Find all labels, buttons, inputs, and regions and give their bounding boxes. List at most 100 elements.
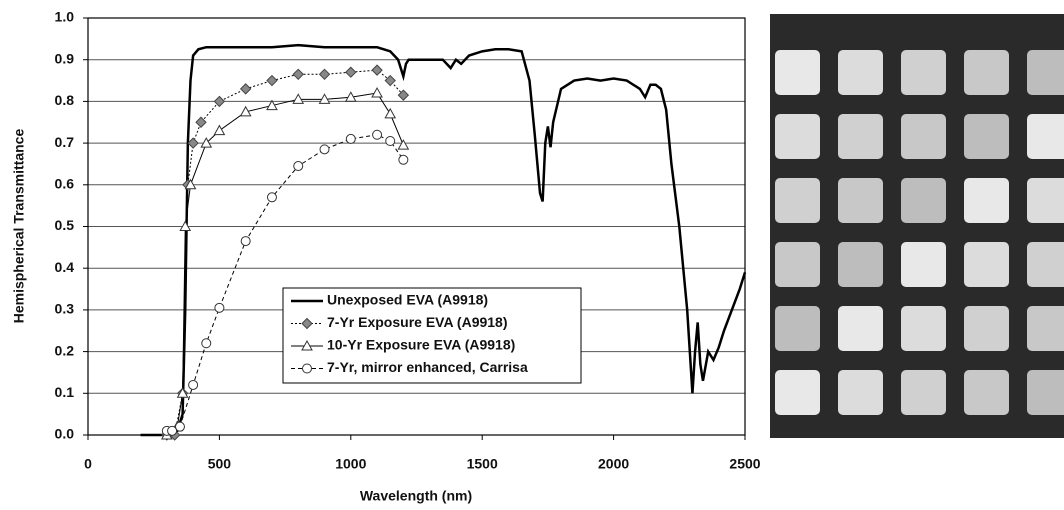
series: [161, 129, 409, 436]
photo-cell: [964, 50, 1009, 95]
y-axis-title: Hemispherical Transmittance: [11, 129, 27, 324]
photo-cells: [775, 50, 1064, 415]
photo-cell: [1027, 242, 1064, 287]
x-axis-title: Wavelength (nm): [360, 488, 472, 504]
y-tick-label: 1.0: [55, 9, 75, 25]
photo-cell: [964, 242, 1009, 287]
photo-cell: [775, 178, 820, 223]
marker: [345, 133, 356, 144]
marker: [292, 68, 304, 81]
marker: [398, 154, 409, 165]
legend-label: 7-Yr Exposure EVA (A9918): [327, 314, 508, 330]
legend-marker: [302, 363, 312, 374]
marker: [213, 95, 226, 108]
photo-cell: [1027, 50, 1064, 95]
photo-cell: [838, 114, 883, 159]
marker: [372, 129, 383, 140]
marker: [266, 99, 278, 111]
marker: [371, 64, 383, 76]
x-tick-label: 2000: [598, 456, 629, 472]
marker: [293, 161, 304, 172]
y-tick-label: 0.4: [55, 259, 75, 275]
photo-cell: [964, 370, 1009, 415]
y-tick-label: 0.2: [55, 342, 75, 358]
x-tick-label: 0: [84, 456, 92, 472]
photo-cell: [964, 306, 1009, 351]
marker: [200, 137, 213, 148]
photo-cell: [1027, 114, 1064, 159]
series: [160, 87, 410, 440]
legend-label: Unexposed EVA (A9918): [327, 292, 488, 308]
marker: [266, 74, 278, 87]
photo-cell: [964, 178, 1009, 223]
y-tick-label: 0.7: [55, 134, 75, 150]
photo-cell: [901, 306, 946, 351]
marker: [385, 136, 396, 147]
series: [140, 43, 747, 437]
y-tick-label: 0.9: [55, 50, 75, 66]
photo-cell: [775, 242, 820, 287]
marker: [187, 137, 199, 149]
legend-marker: [301, 339, 313, 351]
marker: [318, 93, 331, 104]
x-tick-label: 2500: [729, 456, 760, 472]
marker: [201, 338, 212, 349]
photo-cell: [838, 242, 883, 287]
photo-cell: [775, 370, 820, 415]
photo-cell: [775, 50, 820, 95]
series-line: [166, 134, 404, 432]
photo-cell: [901, 114, 946, 159]
photo-cell: [1027, 370, 1064, 415]
photo-cell: [775, 114, 820, 159]
marker: [292, 93, 305, 104]
y-tick-label: 0.0: [55, 426, 75, 442]
marker: [174, 421, 185, 432]
photo-cell: [901, 50, 946, 95]
marker: [345, 66, 357, 78]
marker: [188, 379, 199, 390]
marker: [319, 144, 330, 155]
legend: Unexposed EVA (A9918) 7-Yr Exposure EVA (…: [282, 287, 582, 384]
photo-cell: [1027, 178, 1064, 223]
photo-cell: [901, 178, 946, 223]
x-tick-label: 1000: [335, 456, 366, 472]
series: [161, 64, 410, 441]
y-tick-label: 0.8: [55, 92, 75, 108]
legend-marker: [301, 317, 313, 330]
marker: [344, 91, 357, 102]
marker: [397, 139, 410, 150]
photo-cell: [838, 178, 883, 223]
marker: [384, 74, 396, 87]
x-tick-label: 500: [208, 456, 232, 472]
y-tick-label: 0.6: [55, 176, 75, 192]
marker: [371, 87, 383, 98]
y-tick-label: 0.3: [55, 301, 75, 317]
marker: [397, 89, 410, 101]
marker: [239, 83, 252, 95]
photo-cell: [1027, 306, 1064, 351]
y-tick-label: 0.5: [55, 217, 75, 233]
legend-box: [282, 287, 582, 384]
photo-cell: [838, 50, 883, 95]
marker: [214, 302, 225, 313]
marker: [179, 220, 192, 231]
marker: [266, 192, 277, 203]
plot-frame: [87, 17, 746, 436]
photo-cell: [964, 114, 1009, 159]
photo: [770, 14, 1064, 438]
y-tick-label: 0.1: [55, 384, 75, 400]
series-line: [140, 43, 747, 437]
photo-cell: [838, 306, 883, 351]
marker: [318, 68, 331, 81]
marker: [167, 425, 178, 436]
marker: [213, 124, 226, 136]
photo-cell: [901, 242, 946, 287]
marker: [176, 387, 189, 398]
legend-label: 10-Yr Exposure EVA (A9918): [327, 337, 515, 353]
photo-cell: [838, 370, 883, 415]
marker: [239, 105, 252, 117]
marker: [184, 178, 197, 190]
legend-label: 7-Yr, mirror enhanced, Carrisa: [327, 359, 528, 375]
marker: [384, 107, 397, 119]
